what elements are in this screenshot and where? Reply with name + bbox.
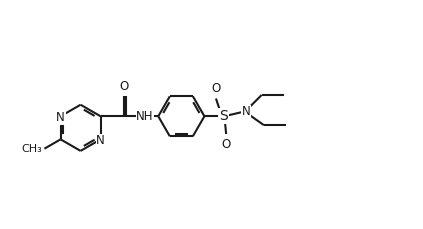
Text: O: O [222,138,231,151]
Text: NH: NH [136,110,154,123]
Text: N: N [96,134,105,147]
Text: N: N [242,105,250,118]
Text: O: O [212,82,220,95]
Text: O: O [119,80,129,93]
Text: CH₃: CH₃ [22,144,42,154]
Text: S: S [220,109,228,123]
Text: N: N [56,111,65,124]
